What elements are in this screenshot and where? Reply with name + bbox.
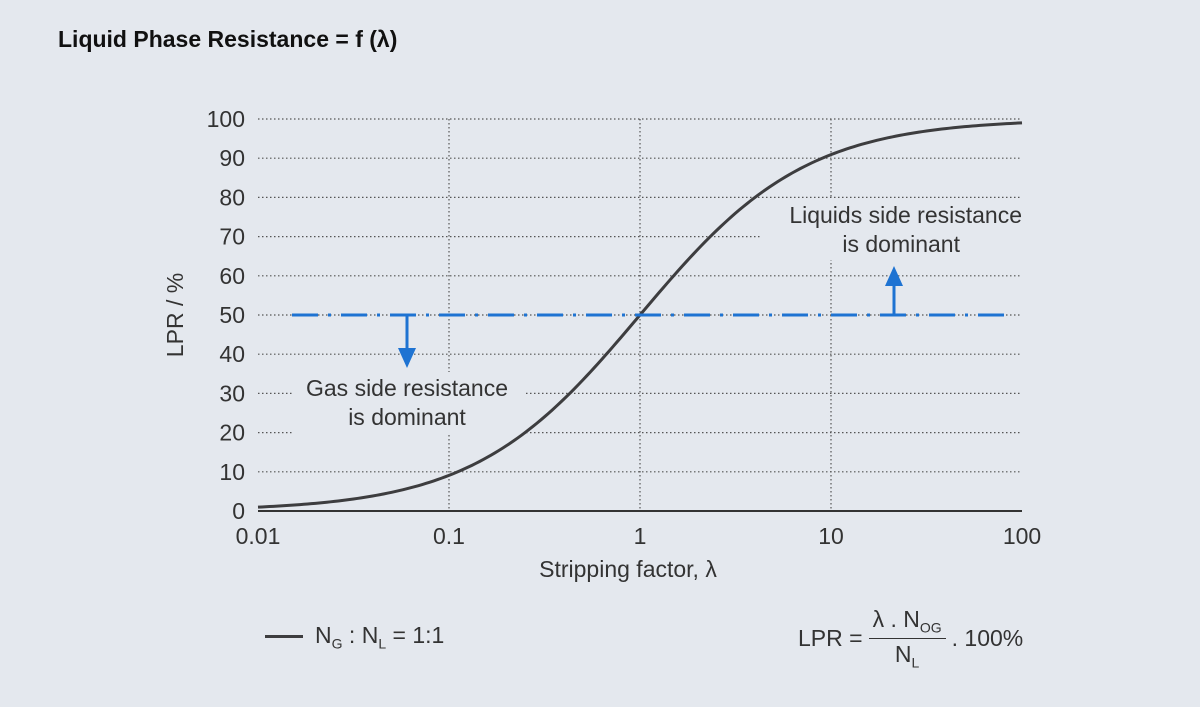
formula-denominator: NL <box>894 641 920 671</box>
annotation-bg <box>762 198 1028 260</box>
arrow-down-head <box>398 348 416 368</box>
formula-fraction: λ . NOG NL <box>868 606 946 671</box>
formula-suffix: . 100% <box>951 624 1024 651</box>
annotations: Liquids side resistance is dominant Gas si… <box>306 202 1022 430</box>
fraction-bar <box>868 637 946 640</box>
x-tick-label: 0.01 <box>236 523 281 549</box>
y-tick-label: 0 <box>232 498 245 524</box>
y-tick-label: 80 <box>219 184 245 210</box>
arrow-up-head <box>885 266 903 286</box>
y-tick-label: 10 <box>219 459 245 485</box>
legend-item: NG : NL = 1:1 <box>265 622 444 652</box>
annotation-bg <box>292 372 524 434</box>
formula-numerator: λ . NOG <box>872 606 942 636</box>
annotation-liquid-line1: Liquids side resistance <box>789 202 1022 228</box>
y-tick-label: 40 <box>219 341 245 367</box>
x-tick-label: 1 <box>634 523 647 549</box>
y-tick-label: 50 <box>219 302 245 328</box>
formula-lhs: LPR = <box>798 624 863 651</box>
annotation-liquid-line2: is dominant <box>842 231 960 257</box>
y-tick-label: 30 <box>219 380 245 406</box>
y-tick-label: 20 <box>219 420 245 446</box>
annotation-gas-line2: is dominant <box>348 404 466 430</box>
y-tick-label: 100 <box>207 106 245 132</box>
x-tick-label: 0.1 <box>433 523 465 549</box>
x-tick-label: 10 <box>818 523 844 549</box>
annotation-arrows <box>398 266 903 368</box>
legend-swatch <box>265 635 303 639</box>
y-tick-label: 70 <box>219 224 245 250</box>
y-tick-label: 60 <box>219 263 245 289</box>
annotation-gas-line1: Gas side resistance <box>306 375 508 401</box>
legend-label: NG : NL = 1:1 <box>315 622 445 652</box>
chart-title: Liquid Phase Resistance = f (λ) <box>58 26 398 52</box>
tick-labels: 0 10 20 30 40 50 60 70 80 90 100 0.01 0.1 1 10 100 <box>207 106 1042 549</box>
y-tick-label: 90 <box>219 145 245 171</box>
x-axis-label: Stripping factor, λ <box>539 556 717 582</box>
annotation-backgrounds <box>292 198 1028 434</box>
formula: LPR = λ . NOG NL . 100% <box>798 606 1023 671</box>
y-axis-label: LPR / % <box>162 273 188 357</box>
x-tick-label: 100 <box>1003 523 1041 549</box>
